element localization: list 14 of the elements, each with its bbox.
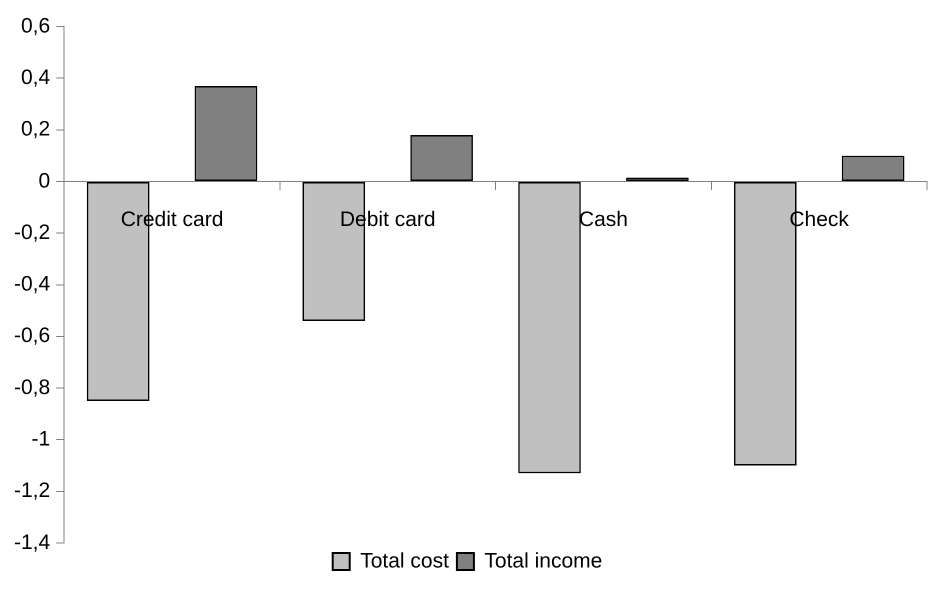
- y-tick-label: -0,6: [14, 324, 50, 348]
- y-tick-label: -1,4: [14, 530, 51, 554]
- y-tick-label: -0,4: [14, 272, 51, 296]
- y-tick-label: -1,2: [14, 479, 50, 502]
- y-tick-label: 0,6: [20, 14, 50, 38]
- y-tick-label: 0,2: [20, 118, 50, 141]
- x-tick-label: Cash: [578, 208, 628, 231]
- y-tick-label: -0,2: [14, 220, 50, 244]
- y-tick-label: 0: [38, 169, 50, 192]
- y-tick-label: -0,8: [14, 376, 50, 399]
- legend-label: Total cost: [360, 549, 450, 572]
- y-tick-label: -1: [32, 428, 50, 451]
- y-tick-label: 0,4: [20, 66, 50, 90]
- legend-label: Total income: [484, 549, 602, 572]
